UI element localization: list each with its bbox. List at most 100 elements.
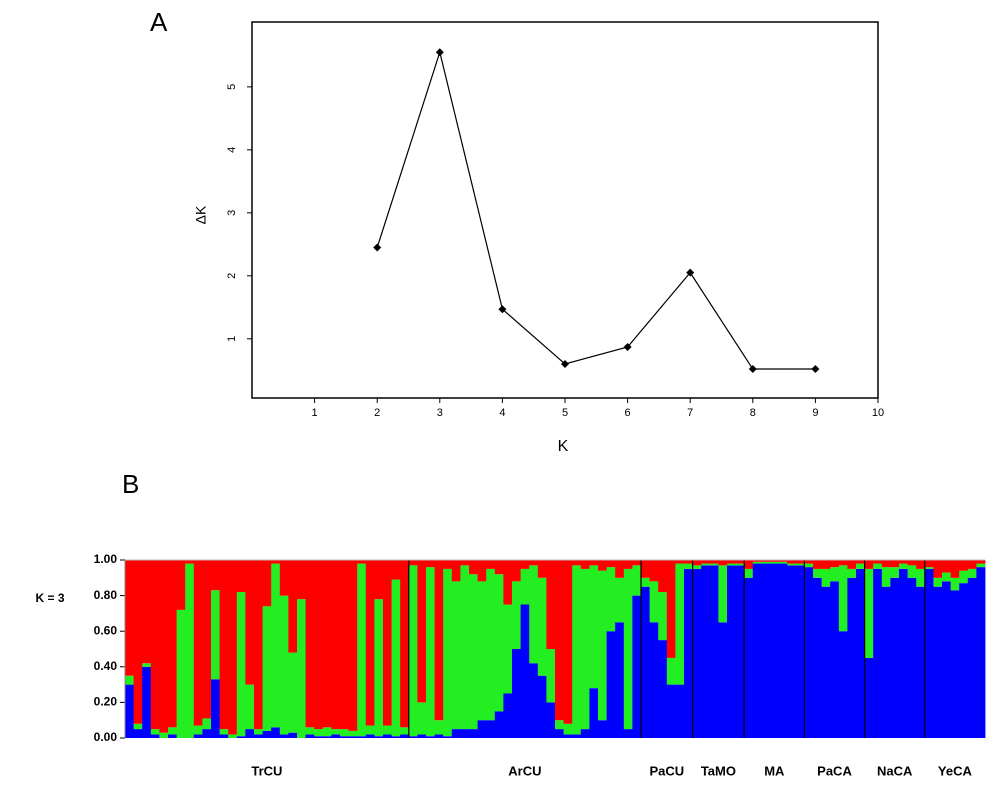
bar-segment	[520, 560, 530, 569]
bar-segment	[512, 581, 521, 649]
bar-segment	[830, 567, 840, 582]
bar-segment	[142, 666, 152, 738]
bar-segment	[787, 560, 797, 564]
bar-segment	[873, 568, 883, 738]
bar-segment	[770, 561, 779, 564]
bar-segment	[254, 560, 263, 730]
bar-segment	[331, 560, 341, 730]
bar-segment	[623, 560, 633, 569]
bar-segment	[838, 631, 848, 738]
bar-segment	[271, 563, 281, 728]
bar-segment	[555, 729, 564, 738]
bar-segment	[477, 581, 487, 721]
bar-segment	[555, 560, 564, 721]
population-label: PaCA	[817, 763, 852, 778]
bar-segment	[563, 560, 573, 724]
bar-segment	[924, 568, 934, 738]
bar-segment	[778, 563, 788, 738]
bar-segment	[383, 734, 392, 738]
bar-segment	[856, 563, 865, 569]
bar-segment	[262, 606, 272, 731]
bar-segment	[340, 729, 349, 737]
bar-segment	[443, 560, 453, 569]
bar-segment	[279, 560, 289, 596]
bar-segment	[185, 563, 195, 738]
bar-segment	[899, 560, 908, 564]
bar-segment	[159, 732, 169, 738]
bar-segment	[228, 734, 238, 738]
bar-segment	[236, 560, 246, 593]
data-point	[686, 268, 695, 277]
bar-segment	[572, 565, 582, 735]
bar-segment	[305, 560, 315, 728]
x-tick-label: 6	[625, 407, 631, 419]
x-tick-label: 7	[687, 407, 693, 419]
bar-segment	[546, 649, 556, 703]
data-point	[373, 243, 382, 252]
bar-segment	[959, 560, 969, 571]
data-point	[811, 365, 820, 374]
bar-segment	[193, 725, 203, 735]
bar-segment	[942, 560, 951, 573]
bar-segment	[125, 560, 134, 676]
population-label: ArCU	[508, 763, 541, 778]
x-tick-label: 10	[872, 407, 884, 419]
bar-segment	[890, 560, 900, 568]
x-tick-label: 4	[499, 407, 505, 419]
bar-segment	[752, 561, 762, 564]
bar-segment	[718, 560, 728, 566]
bar-segment	[271, 727, 281, 738]
bar-segment	[245, 560, 255, 685]
bar-segment	[512, 649, 521, 738]
bar-segment	[572, 734, 582, 738]
bar-segment	[916, 586, 926, 738]
bar-segment	[322, 727, 332, 737]
bar-segment	[236, 736, 246, 738]
bar-segment	[813, 577, 822, 738]
bar-segment	[417, 702, 427, 735]
bar-segment	[340, 560, 349, 730]
bar-segment	[950, 577, 960, 591]
bar-segment	[563, 723, 573, 735]
bar-segment	[899, 563, 908, 569]
bar-segment	[589, 688, 599, 738]
bar-segment	[658, 560, 668, 593]
y-axis-label: ΔK	[193, 205, 209, 224]
y-tick-label: 0.80	[94, 588, 118, 602]
bar-segment	[658, 592, 668, 641]
bar-segment	[907, 565, 917, 578]
bar-segment	[391, 736, 401, 738]
bar-segment	[477, 720, 487, 738]
y-tick-label: 2	[226, 273, 238, 279]
bar-segment	[202, 718, 212, 730]
bar-segment	[340, 736, 349, 738]
bar-segment	[486, 568, 496, 721]
bar-segment	[451, 729, 461, 738]
bar-segment	[580, 568, 590, 730]
bar-segment	[847, 577, 857, 738]
bar-segment	[546, 560, 556, 649]
bar-segment	[486, 560, 496, 569]
bar-segment	[357, 563, 367, 737]
bar-segment	[297, 560, 306, 600]
bar-segment	[150, 729, 160, 735]
population-label: YeCA	[938, 763, 973, 778]
k-label: K = 3	[35, 591, 64, 605]
bar-segment	[589, 560, 599, 566]
bar-segment	[408, 736, 418, 738]
bar-segment	[744, 568, 754, 578]
y-tick-label: 1.00	[94, 552, 118, 566]
population-label: TaMO	[701, 763, 736, 778]
bar-segment	[632, 560, 642, 566]
bar-segment	[580, 560, 590, 569]
bar-segment	[537, 560, 547, 578]
bar-segment	[486, 720, 496, 738]
bar-segment	[245, 729, 255, 738]
bar-segment	[374, 560, 384, 600]
bar-segment	[348, 560, 358, 731]
bar-segment	[623, 568, 633, 730]
bar-segment	[228, 560, 238, 735]
bar-segment	[735, 563, 745, 566]
bar-segment	[589, 565, 599, 689]
